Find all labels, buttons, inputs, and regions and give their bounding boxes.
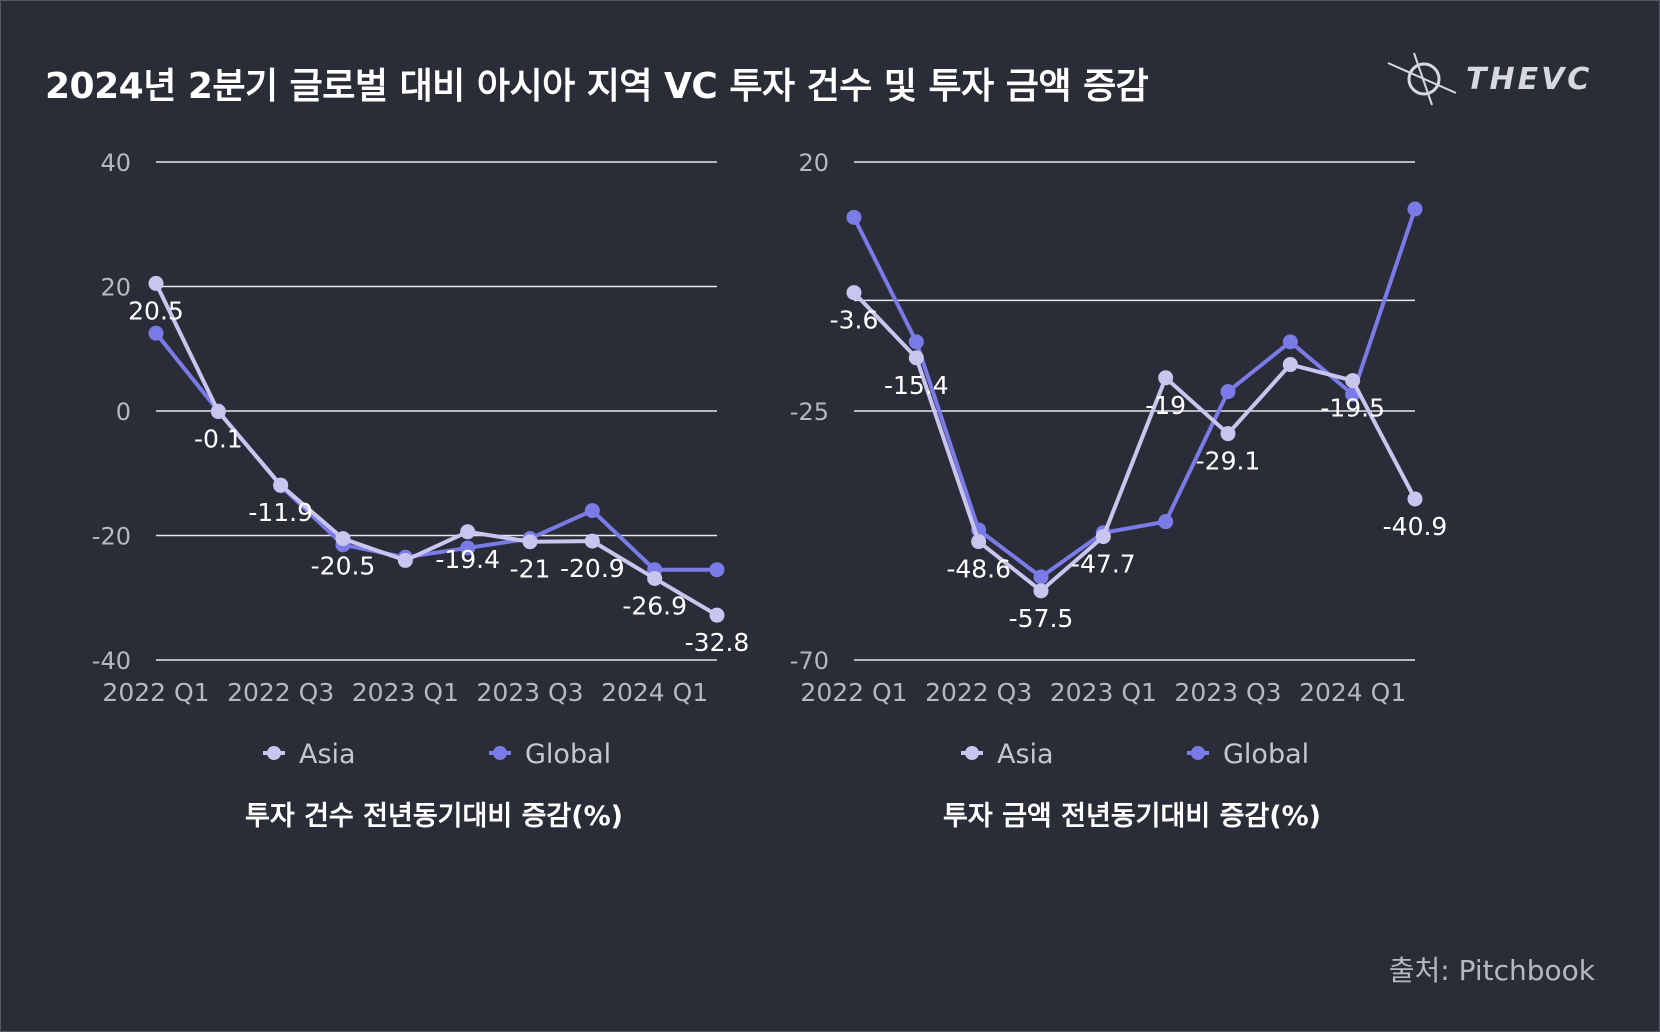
- data-point-asia: [335, 531, 351, 547]
- y-tick-label: 20: [100, 274, 131, 302]
- data-point-global: [460, 540, 476, 556]
- data-point-asia: [148, 275, 164, 291]
- chart-caption: 투자 금액 전년동기대비 증감(%): [943, 801, 1321, 832]
- x-tick-label: 2022 Q1: [800, 678, 907, 707]
- data-point-asia: [584, 533, 600, 549]
- logo-swoosh-icon: [1413, 52, 1433, 106]
- series-line-asia: [154, 282, 719, 617]
- data-label: -21: [510, 555, 551, 584]
- x-tick-label: 2022 Q3: [227, 678, 334, 707]
- data-label: -32.8: [685, 628, 750, 657]
- y-tick-label: -70: [790, 647, 829, 675]
- data-label: -20.9: [560, 554, 625, 583]
- data-point-asia: [522, 534, 538, 550]
- chart-investment-count: 40 20 0 -20 -40 2022 Q1 2022 Q3 2023 Q1 2023 Q3 2…: [92, 149, 750, 832]
- source-note: 출처: Pitchbook: [1388, 954, 1595, 987]
- data-label: -47.7: [1071, 550, 1136, 579]
- data-label: -19.4: [435, 545, 500, 574]
- y-tick-label: 20: [798, 149, 829, 177]
- data-point-global: [148, 325, 164, 341]
- data-point-asia: [397, 552, 413, 568]
- data-label: -19.5: [1320, 394, 1385, 423]
- data-point-asia: [908, 350, 924, 366]
- logo-orbit-icon: [1407, 62, 1441, 96]
- legend-label-global: Global: [1223, 739, 1309, 770]
- chart-investment-amount: 20 -25 -70 2022 Q1 2022 Q3 2023 Q1 2023 Q3 2024…: [790, 149, 1448, 832]
- data-point-global: [709, 562, 725, 578]
- data-point-asia: [971, 534, 987, 550]
- legend-label-asia: Asia: [299, 739, 356, 770]
- x-tick-label: 2023 Q1: [352, 678, 459, 707]
- data-point-global: [846, 209, 862, 225]
- data-point-asia: [1220, 426, 1236, 442]
- y-tick-label: 0: [116, 398, 131, 426]
- thevc-logo: THEVC: [1386, 49, 1626, 109]
- data-point-global: [1033, 569, 1049, 585]
- data-label: 20.5: [128, 296, 184, 325]
- x-tick-label: 2024 Q1: [601, 678, 708, 707]
- data-label: -26.9: [622, 591, 687, 620]
- data-point-asia: [647, 570, 663, 586]
- data-label: -57.5: [1009, 604, 1074, 633]
- data-label: -0.1: [194, 425, 243, 454]
- legend-marker-asia: [267, 746, 281, 760]
- data-label: -19: [1145, 391, 1186, 420]
- data-label: -15.4: [884, 371, 949, 400]
- y-tick-label: -20: [92, 523, 131, 551]
- data-point-asia: [1407, 491, 1423, 507]
- data-point-asia: [1033, 583, 1049, 599]
- data-point-asia: [1345, 373, 1361, 389]
- y-tick-label: -40: [92, 647, 131, 675]
- data-point-asia: [1158, 370, 1174, 386]
- data-point-asia: [273, 477, 289, 493]
- data-point-global: [584, 503, 600, 519]
- series-line-asia: [852, 291, 1417, 593]
- legend-marker-global: [1191, 746, 1205, 760]
- data-point-global: [1282, 334, 1298, 350]
- legend-marker-asia: [965, 746, 979, 760]
- legend-marker-global: [493, 746, 507, 760]
- data-point-asia: [709, 607, 725, 623]
- data-label: -40.9: [1383, 512, 1448, 541]
- data-label: -29.1: [1196, 447, 1261, 476]
- logo-graphic: THEVC: [1387, 52, 1592, 106]
- data-point-asia: [460, 524, 476, 540]
- data-point-global: [1220, 384, 1236, 400]
- y-tick-label: 40: [100, 149, 131, 177]
- data-label: -3.6: [830, 306, 879, 335]
- page-title: 2024년 2분기 글로벌 대비 아시아 지역 VC 투자 건수 및 투자 금액…: [45, 66, 1149, 107]
- data-point-asia: [210, 404, 226, 420]
- data-point-asia: [1282, 357, 1298, 373]
- x-tick-label: 2022 Q1: [102, 678, 209, 707]
- x-tick-label: 2024 Q1: [1299, 678, 1406, 707]
- chart-caption: 투자 건수 전년동기대비 증감(%): [245, 801, 623, 832]
- x-tick-label: 2023 Q3: [476, 678, 583, 707]
- x-tick-label: 2022 Q3: [925, 678, 1032, 707]
- data-label: -48.6: [946, 555, 1011, 584]
- y-tick-label: -25: [790, 398, 829, 426]
- legend-label-global: Global: [525, 739, 611, 770]
- data-point-global: [1407, 201, 1423, 217]
- x-tick-label: 2023 Q1: [1050, 678, 1157, 707]
- data-label: -11.9: [248, 498, 313, 527]
- data-point-asia: [1095, 529, 1111, 545]
- data-label: -20.5: [311, 552, 376, 581]
- logo-text: THEVC: [1466, 62, 1592, 97]
- data-point-global: [1158, 514, 1174, 530]
- x-tick-label: 2023 Q3: [1174, 678, 1281, 707]
- data-point-global: [908, 334, 924, 350]
- data-point-asia: [846, 285, 862, 301]
- series-line-global: [852, 208, 1417, 579]
- legend-label-asia: Asia: [997, 739, 1054, 770]
